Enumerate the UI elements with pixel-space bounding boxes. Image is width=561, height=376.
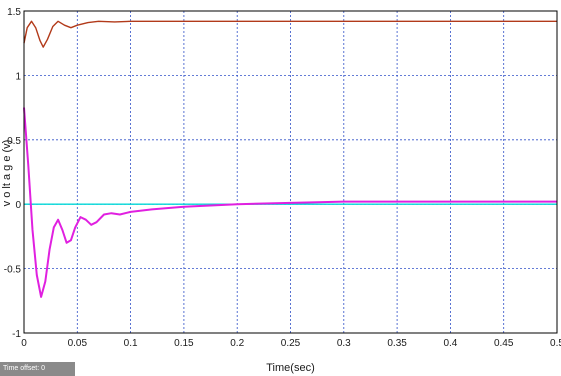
x-tick-label: 0.05 [68,338,88,349]
x-tick-label: 0.2 [230,338,244,349]
plot-frame [23,10,558,334]
y-tick-label: 0.5 [7,136,21,147]
y-tick-label: -0.5 [4,265,22,276]
series-line-1 [23,20,557,48]
y-axis-label: v o lt a g e (v) [1,140,13,207]
x-tick-label: 0.1 [124,338,138,349]
time-offset-label: Time offset: [3,365,40,372]
y-tick-label: 0 [15,200,21,211]
x-tick-label: 0.45 [494,338,514,349]
y-tick-label: 1 [15,71,21,82]
x-tick-label: 0.25 [281,338,301,349]
time-offset-value: 0 [41,365,46,372]
x-tick-label: 0.3 [337,338,351,349]
y-tick-label: -1 [12,329,21,340]
x-tick-labels: 0 0.05 0.1 0.15 0.2 0.25 0.3 0.35 0.4 0.45 0.5 [21,338,561,349]
y-tick-label: 1.5 [7,7,21,18]
grid [24,11,557,333]
series-line-3 [23,107,557,298]
x-tick-label: 0.4 [443,338,457,349]
series-layer [23,20,557,298]
x-tick-label: 0.35 [387,338,407,349]
time-offset-readout: Time offset: 0 [0,362,75,376]
x-axis-label: Time(sec) [266,362,314,374]
y-tick-labels: 1.5 1 0.5 0 -0.5 -1 [4,7,22,340]
x-tick-label: 0.15 [174,338,194,349]
x-tick-label: 0 [21,338,27,349]
x-tick-label: 0.5 [550,338,561,349]
